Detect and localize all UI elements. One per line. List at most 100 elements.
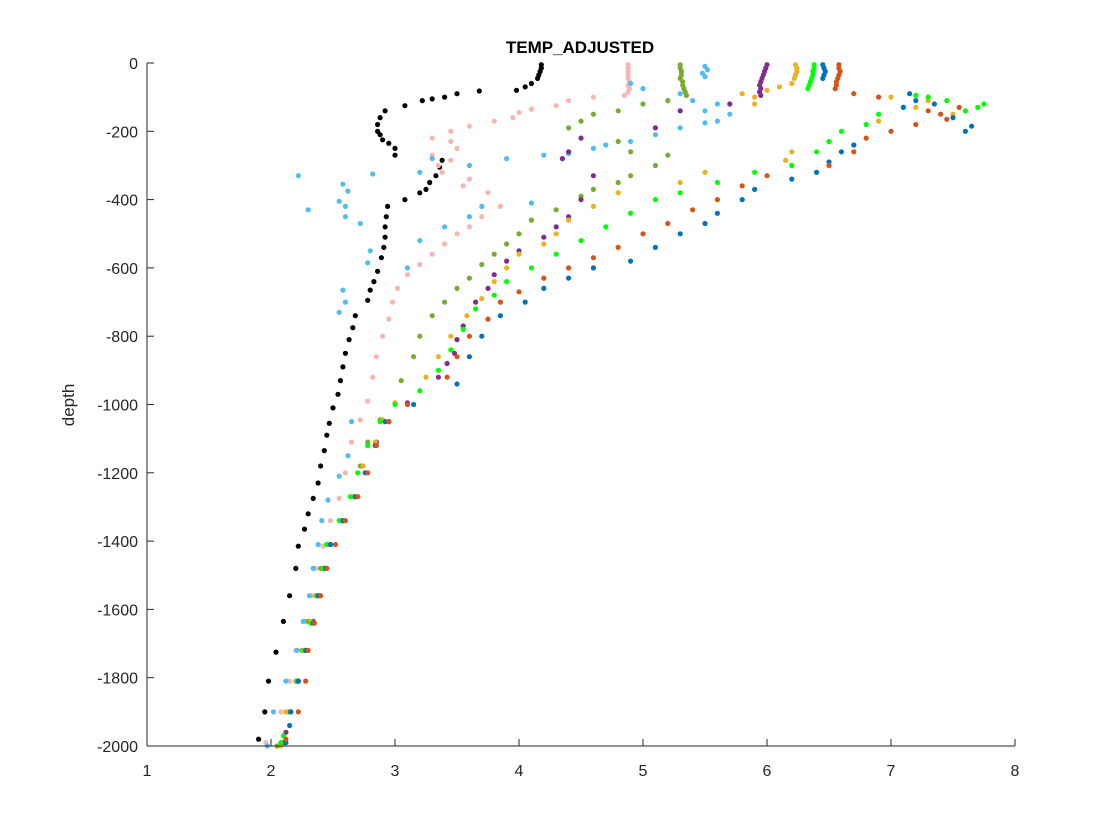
data-point [342, 470, 348, 476]
data-point [466, 333, 472, 339]
data-point [590, 203, 597, 209]
data-point [476, 88, 482, 94]
data-point [491, 251, 497, 257]
data-point [382, 224, 388, 230]
series-9 [283, 62, 962, 742]
data-point [273, 649, 279, 655]
data-point [652, 125, 659, 131]
data-point [913, 98, 919, 104]
data-point [380, 333, 386, 339]
data-point [652, 244, 659, 250]
data-point [590, 94, 597, 100]
data-point [497, 299, 503, 305]
data-point [392, 401, 398, 408]
data-point [383, 214, 389, 220]
data-point [287, 722, 293, 729]
data-point [394, 285, 401, 291]
data-point [566, 275, 572, 281]
data-point [382, 234, 388, 240]
x-tick-label: 4 [515, 763, 524, 780]
data-point [739, 183, 745, 189]
data-point [652, 197, 659, 203]
series-4 [274, 62, 690, 749]
data-point [838, 128, 845, 134]
data-point [375, 121, 381, 128]
data-point [640, 86, 646, 92]
data-point [287, 593, 293, 599]
data-point [566, 149, 572, 155]
x-tick-label: 6 [763, 763, 772, 780]
data-point [324, 432, 330, 438]
data-point [454, 285, 460, 291]
data-point [256, 736, 262, 742]
data-point [677, 108, 683, 114]
data-point [340, 287, 346, 293]
data-point [352, 313, 358, 319]
data-point [615, 179, 621, 186]
data-point [628, 149, 634, 155]
data-point [439, 157, 445, 163]
data-point [305, 207, 311, 213]
data-point [969, 123, 975, 129]
data-point [541, 234, 547, 240]
data-point [590, 265, 597, 271]
data-point [357, 220, 363, 227]
data-point [365, 297, 371, 303]
data-point [370, 374, 376, 380]
data-point [262, 709, 268, 715]
data-point [714, 101, 721, 107]
data-point [429, 313, 435, 319]
data-point [283, 736, 289, 742]
data-point [603, 142, 609, 148]
data-point [360, 463, 366, 469]
data-point [423, 186, 429, 192]
data-point [337, 378, 343, 384]
data-point [473, 299, 479, 305]
data-point [758, 92, 764, 98]
data-point [355, 470, 361, 476]
data-point [417, 261, 423, 268]
y-axis-label: depth [59, 384, 78, 427]
data-point [347, 494, 353, 500]
data-point [435, 367, 441, 373]
data-point [838, 149, 845, 155]
data-point [357, 417, 363, 423]
data-point [628, 258, 634, 264]
data-point [789, 176, 795, 182]
data-point [615, 190, 621, 196]
data-point [402, 197, 408, 203]
data-point [590, 255, 597, 261]
data-point [876, 94, 882, 100]
data-point [342, 214, 348, 220]
data-point [464, 313, 470, 319]
axes: 1 2 3 4 5 6 7 8 0 -200 -400 -600 -800 -1000 -1200 -1400… [97, 56, 1019, 780]
data-point [278, 709, 284, 715]
series-1 [256, 62, 544, 742]
data-point [640, 101, 646, 107]
data-point [516, 109, 522, 116]
data-point [485, 316, 491, 322]
series-3 [264, 63, 733, 749]
data-point [342, 203, 348, 209]
data-point [491, 292, 497, 298]
data-point [375, 268, 381, 274]
data-point [389, 299, 396, 305]
data-point [504, 156, 510, 162]
data-point [448, 333, 454, 339]
data-point [392, 145, 398, 151]
data-point [702, 120, 708, 126]
data-point [466, 162, 472, 169]
data-point [382, 108, 388, 114]
data-point [370, 171, 376, 177]
data-point [294, 647, 300, 654]
data-point [345, 188, 351, 194]
data-point [628, 173, 634, 179]
data-point [318, 593, 324, 599]
chart-title: TEMP_ADJUSTED [506, 38, 654, 57]
data-point [402, 103, 408, 109]
data-point [386, 419, 392, 425]
data-point [789, 80, 795, 87]
data-point [398, 378, 404, 384]
data-point [324, 565, 330, 572]
data-point [385, 203, 391, 209]
